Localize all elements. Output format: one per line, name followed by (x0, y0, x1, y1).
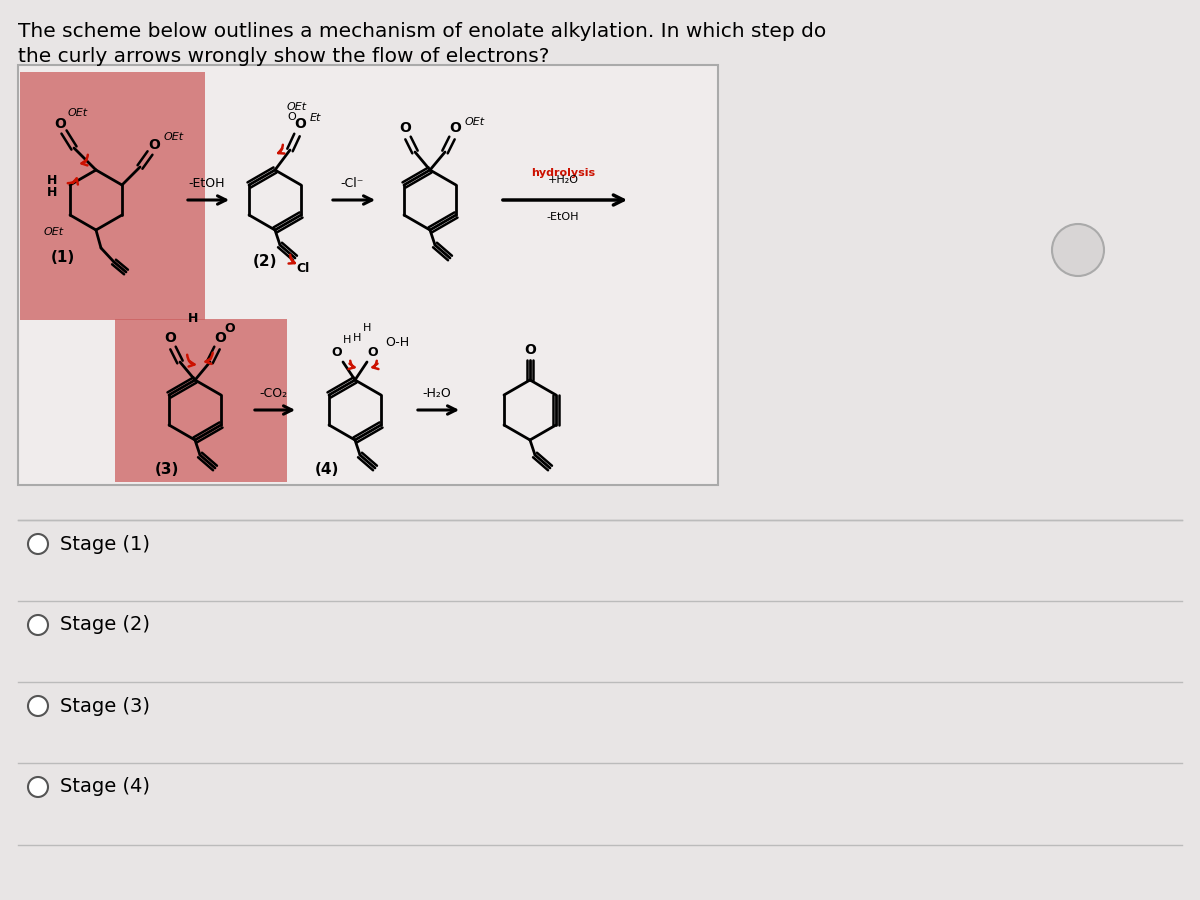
Text: O: O (524, 343, 536, 357)
Circle shape (28, 615, 48, 635)
Circle shape (28, 777, 48, 797)
Text: the curly arrows wrongly show the flow of electrons?: the curly arrows wrongly show the flow o… (18, 47, 550, 66)
Text: -Cl⁻: -Cl⁻ (341, 177, 364, 190)
Text: Stage (3): Stage (3) (60, 697, 150, 716)
Circle shape (28, 696, 48, 716)
Bar (18, 65, 718, 485)
Text: (3): (3) (155, 463, 179, 478)
Text: H: H (47, 174, 58, 186)
Text: (2): (2) (253, 255, 277, 269)
Text: O: O (214, 331, 226, 345)
Text: -H₂O: -H₂O (422, 387, 451, 400)
Text: O: O (164, 331, 176, 345)
Text: (1): (1) (50, 250, 76, 266)
Text: OEt: OEt (466, 117, 485, 127)
Text: O: O (400, 121, 410, 135)
Circle shape (28, 534, 48, 554)
Text: OEt: OEt (164, 132, 184, 142)
Text: hydrolysis: hydrolysis (530, 168, 595, 178)
Text: -EtOH: -EtOH (547, 212, 580, 222)
Text: O: O (54, 117, 66, 131)
Text: O: O (294, 117, 306, 131)
Text: Stage (1): Stage (1) (60, 535, 150, 554)
Text: -CO₂: -CO₂ (259, 387, 287, 400)
Text: The scheme below outlines a mechanism of enolate alkylation. In which step do: The scheme below outlines a mechanism of… (18, 22, 827, 41)
Bar (20, 72, 205, 320)
Text: H: H (353, 333, 361, 343)
Text: -EtOH: -EtOH (188, 177, 226, 190)
Text: O: O (224, 321, 235, 335)
Text: H: H (188, 311, 198, 325)
Text: O-H: O-H (385, 336, 409, 348)
Bar (115, 319, 287, 482)
Text: Et: Et (310, 113, 322, 123)
Text: O: O (367, 346, 378, 358)
Text: Stage (2): Stage (2) (60, 616, 150, 634)
Text: H: H (47, 186, 58, 200)
Text: OEt: OEt (68, 108, 88, 118)
Text: O: O (288, 112, 296, 122)
Text: +H₂O: +H₂O (547, 175, 578, 185)
Text: H: H (343, 335, 352, 345)
Text: H: H (362, 323, 371, 333)
Text: Stage (4): Stage (4) (60, 778, 150, 796)
Text: O: O (148, 138, 160, 152)
Text: O: O (449, 121, 461, 135)
Text: Cl: Cl (296, 262, 310, 274)
Text: O: O (331, 346, 342, 358)
Text: (4): (4) (314, 463, 340, 478)
Circle shape (1052, 224, 1104, 276)
Text: OEt: OEt (44, 227, 64, 237)
Text: OEt: OEt (287, 102, 307, 112)
